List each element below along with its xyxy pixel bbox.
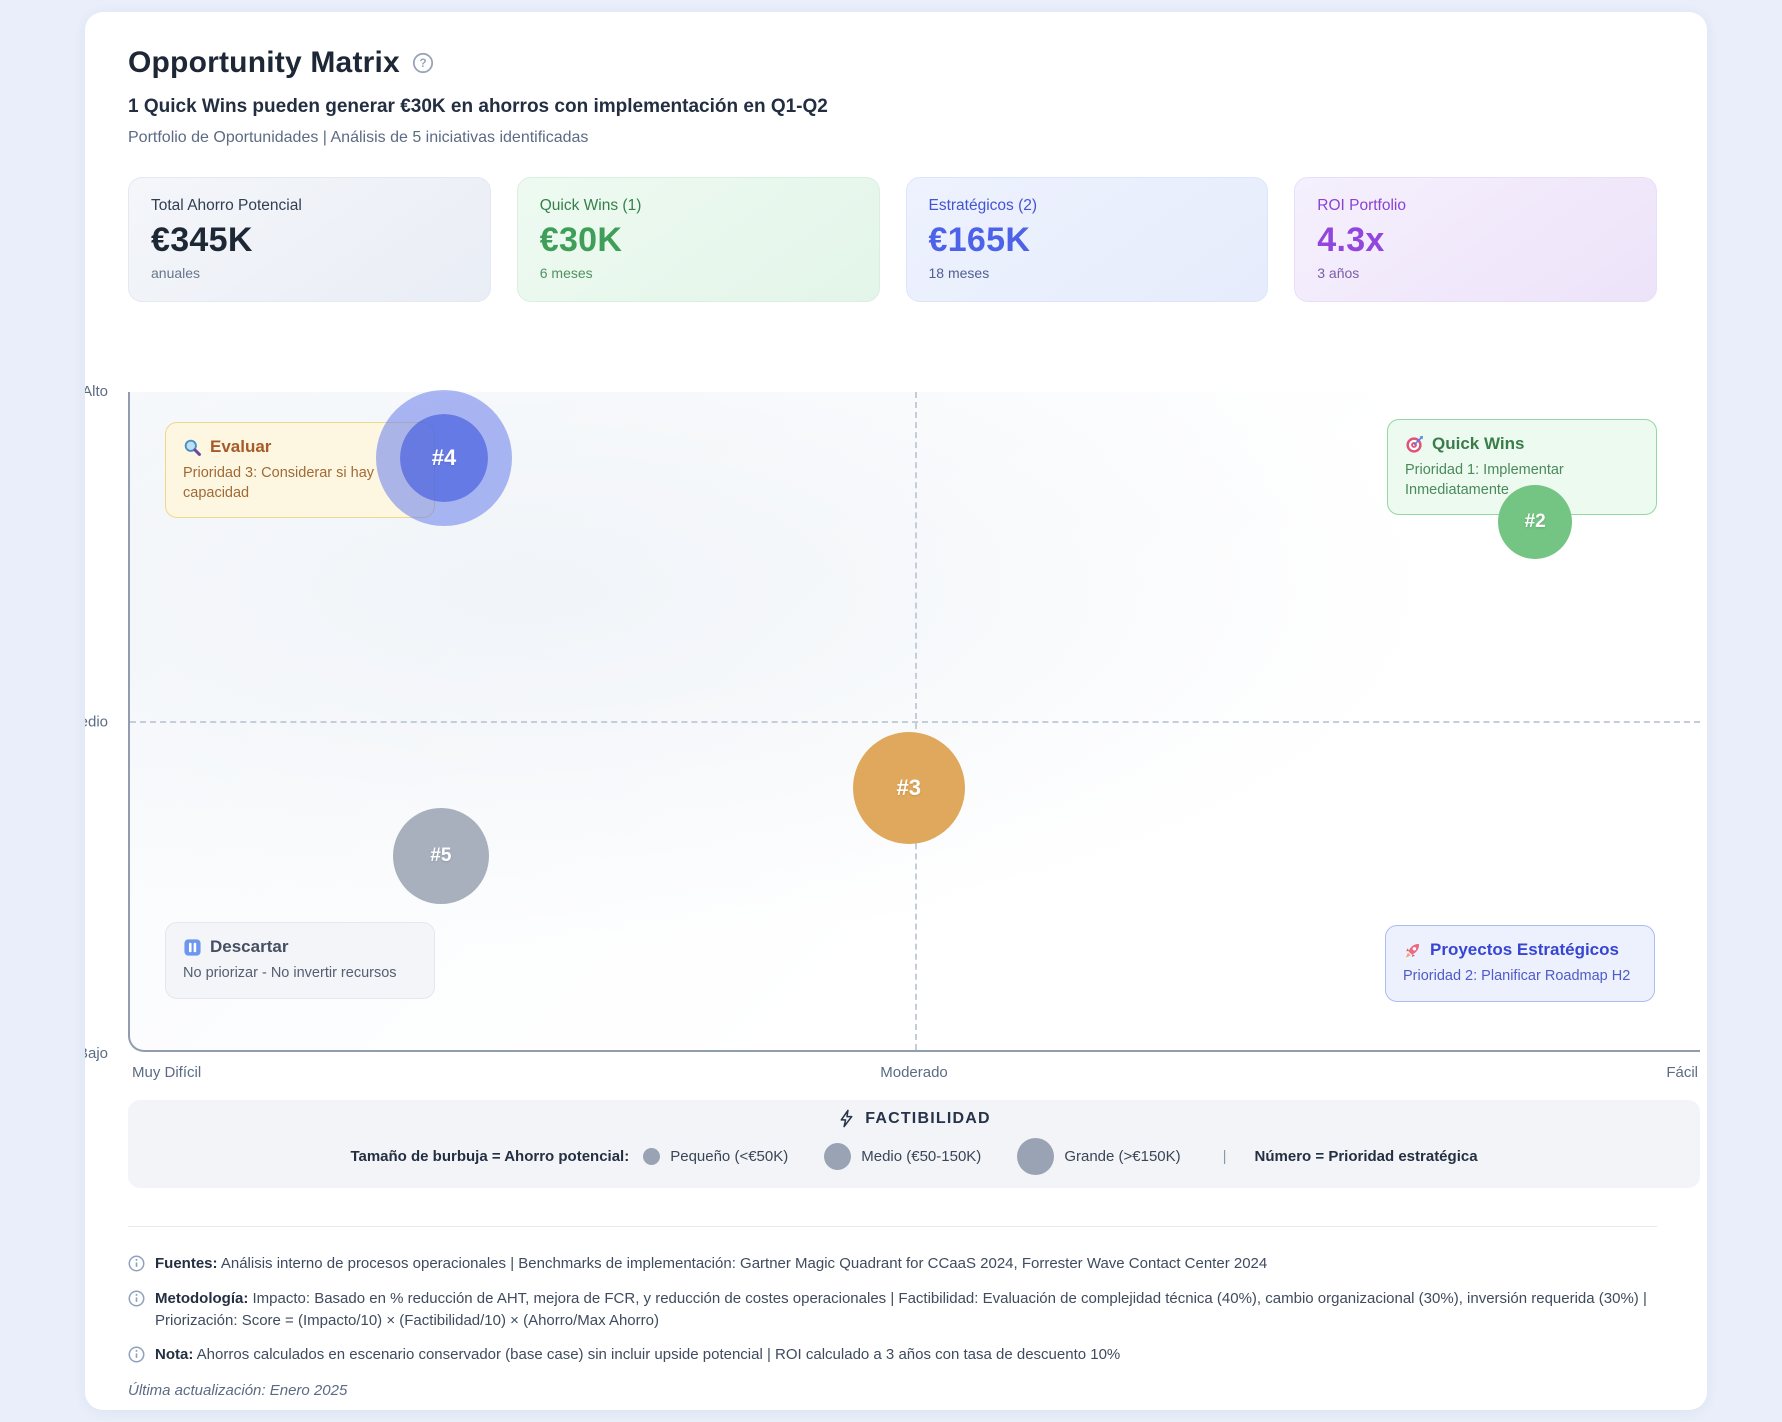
size-dot-medium	[824, 1143, 852, 1170]
info-icon	[128, 1346, 145, 1363]
quadrant-evaluar: Evaluar Prioridad 3: Considerar si hay c…	[165, 422, 435, 519]
quadrant-desc: Prioridad 1: Implementar Inmediatamente	[1405, 462, 1564, 498]
y-tick-medio: Medio	[85, 713, 108, 731]
pause-icon	[184, 938, 201, 956]
quadrant-descartar: Descartar No priorizar - No invertir rec…	[165, 922, 435, 999]
legend-number-note: Número = Prioridad estratégica	[1254, 1148, 1478, 1165]
quadrant-desc: Prioridad 2: Planificar Roadmap H2	[1403, 968, 1631, 984]
x-tick-facil: Fácil	[1666, 1064, 1698, 1081]
legend-item-pequeno: Pequeño (<€50K)	[643, 1148, 788, 1165]
svg-text:?: ?	[419, 56, 426, 70]
legend-size-label: Tamaño de burbuja = Ahorro potencial:	[350, 1148, 630, 1165]
bubble-priority-3[interactable]: #3	[852, 732, 965, 845]
y-tick-muy-alto: Muy Alto	[85, 383, 108, 400]
kpi-label: Quick Wins (1)	[539, 197, 642, 214]
kpi-total-ahorro: Total Ahorro Potencial €345K anuales	[128, 177, 491, 302]
size-dot-small	[643, 1148, 661, 1165]
kpi-value: €30K	[539, 221, 623, 259]
x-tick-moderado: Moderado	[880, 1064, 948, 1081]
legend-separator: |	[1222, 1148, 1227, 1165]
x-tick-muy-dificil: Muy Difícil	[132, 1064, 202, 1081]
kpi-quick-wins: Quick Wins (1) €30K 6 meses	[516, 177, 880, 302]
quadrant-title: Descartar	[210, 937, 289, 956]
legend-item-medio: Medio (€50-150K)	[802, 1143, 981, 1170]
quadrant-desc: No priorizar - No invertir recursos	[183, 965, 397, 981]
bubble-priority-5[interactable]: #5	[392, 807, 489, 904]
legend-item-grande: Grande (>€150K)	[995, 1138, 1181, 1175]
opportunity-matrix-panel: Opportunity Matrix ? 1 Quick Wins pueden…	[85, 12, 1707, 1410]
kpi-caption: 3 años	[1317, 265, 1360, 281]
x-axis-title: FACTIBILIDAD	[865, 1109, 991, 1127]
kpi-label: Estratégicos (2)	[928, 197, 1038, 214]
header: Opportunity Matrix ?	[128, 46, 1657, 80]
kpi-cards: Total Ahorro Potencial €345K anuales Qui…	[128, 177, 1657, 302]
quadrant-title: Proyectos Estratégicos	[1430, 940, 1619, 959]
page-title: Opportunity Matrix	[128, 46, 400, 79]
magnifier-icon	[184, 439, 201, 456]
target-icon	[1406, 435, 1423, 453]
size-dot-large	[1017, 1138, 1055, 1175]
headline: 1 Quick Wins pueden generar €30K en ahor…	[128, 96, 828, 117]
quadrant-proyectos-estrategicos: Proyectos Estratégicos Prioridad 2: Plan…	[1385, 925, 1655, 1002]
last-updated: Última actualización: Enero 2025	[128, 1382, 348, 1399]
y-tick-bajo: Bajo	[85, 1045, 108, 1062]
rocket-icon	[1405, 943, 1420, 958]
lightning-icon	[840, 1109, 853, 1128]
kpi-value: €165K	[928, 221, 1031, 259]
bubble-size-legend: Tamaño de burbuja = Ahorro potencial: Pe…	[128, 1138, 1700, 1175]
chart-legend: FACTIBILIDAD Tamaño de burbuja = Ahorro …	[128, 1100, 1700, 1188]
x-axis-title-group: FACTIBILIDAD	[128, 1109, 1700, 1128]
kpi-caption: 18 meses	[928, 265, 990, 281]
kpi-value: €345K	[151, 221, 253, 259]
crosshair-horizontal	[130, 721, 1700, 723]
help-icon[interactable]: ?	[412, 52, 434, 74]
info-icon	[128, 1255, 145, 1272]
footnote-nota: Nota: Ahorros calculados en escenario co…	[128, 1344, 1657, 1366]
opportunity-matrix-chart: IMPACTO Evaluar Prioridad 3: Considerar …	[85, 383, 1700, 1081]
kpi-caption: anuales	[151, 265, 201, 281]
kpi-label: ROI Portfolio	[1317, 197, 1406, 214]
kpi-roi-portfolio: ROI Portfolio 4.3x 3 años	[1294, 177, 1657, 302]
info-icon	[128, 1290, 145, 1307]
plot-area: Evaluar Prioridad 3: Considerar si hay c…	[128, 392, 1700, 1052]
kpi-value: 4.3x	[1317, 221, 1385, 259]
quadrant-title: Quick Wins	[1432, 434, 1525, 453]
kpi-label: Total Ahorro Potencial	[151, 197, 302, 214]
quadrant-desc: Prioridad 3: Considerar si hay capacidad	[183, 465, 375, 501]
bubble-priority-4[interactable]: #4	[400, 413, 488, 502]
kpi-estrategicos: Estratégicos (2) €165K 18 meses	[905, 177, 1269, 302]
subheadline: Portfolio de Oportunidades | Análisis de…	[128, 129, 589, 146]
bubble-priority-2[interactable]: #2	[1498, 485, 1573, 560]
quadrant-title: Evaluar	[210, 437, 272, 456]
footnote-fuentes: Fuentes: Análisis interno de procesos op…	[128, 1253, 1657, 1275]
kpi-caption: 6 meses	[539, 265, 593, 281]
footnote-metodologia: Metodología: Impacto: Basado en % reducc…	[128, 1288, 1657, 1332]
footnotes: Fuentes: Análisis interno de procesos op…	[128, 1226, 1657, 1399]
